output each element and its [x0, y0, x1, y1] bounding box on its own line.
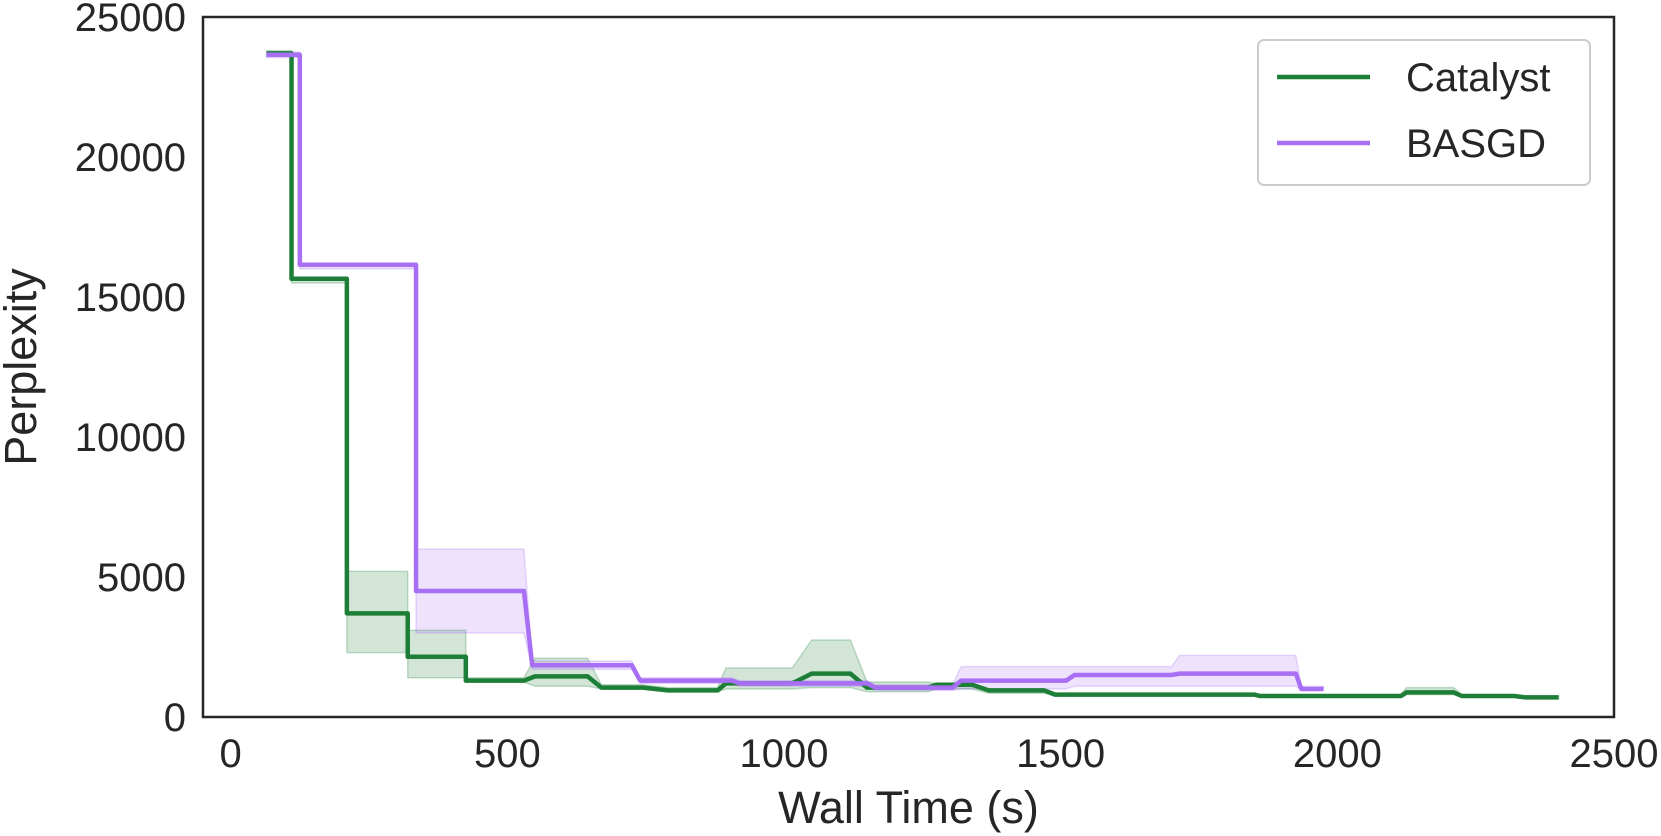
y-tick-label: 5000: [97, 556, 186, 600]
y-tick-label: 0: [164, 696, 186, 740]
x-tick-label: 1500: [1016, 732, 1105, 776]
y-axis-ticks: 0 5000 10000 15000 20000 25000: [75, 0, 186, 740]
series-line-catalyst: [266, 51, 1559, 700]
plot-frame: [201, 15, 1616, 719]
y-tick-label: 20000: [75, 136, 186, 180]
legend-label-basgd: BASGD: [1406, 122, 1546, 166]
y-tick-label: 25000: [75, 0, 186, 40]
x-tick-label: 500: [474, 732, 541, 776]
legend: Catalyst BASGD: [1257, 39, 1591, 186]
series-line-basgd: [266, 52, 1324, 692]
x-tick-label: 2500: [1570, 732, 1659, 776]
x-tick-label: 0: [220, 732, 242, 776]
series-lines: [266, 51, 1559, 700]
x-tick-label: 1000: [740, 732, 829, 776]
legend-label-catalyst: Catalyst: [1406, 56, 1551, 100]
x-axis-ticks: 0 500 1000 1500 2000 2500: [220, 732, 1659, 776]
y-tick-label: 10000: [75, 416, 186, 460]
y-axis-label: Perplexity: [0, 268, 46, 466]
x-tick-label: 2000: [1293, 732, 1382, 776]
y-tick-label: 15000: [75, 276, 186, 320]
x-axis-label: Wall Time (s): [778, 782, 1039, 833]
